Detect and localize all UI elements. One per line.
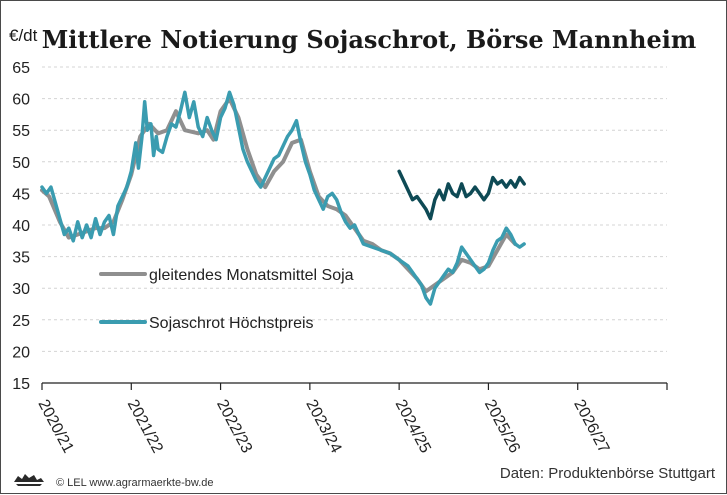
series-line-2 bbox=[397, 169, 526, 221]
legend-label-monatsmittel: gleitendes Monatsmittel Soja bbox=[149, 267, 354, 284]
x-tick-label-2024-25: 2024/25 bbox=[392, 397, 434, 456]
footer-credit: © LEL www.agrarmaerkte-bw.de bbox=[14, 474, 214, 489]
y-tick-labels: 15 20 25 30 35 40 45 50 55 60 65 bbox=[12, 60, 30, 393]
y-tick-40: 40 bbox=[12, 218, 30, 235]
y-tick-65: 65 bbox=[12, 60, 30, 77]
source-text: Daten: Produktenbörse Stuttgart bbox=[500, 465, 716, 482]
legend: gleitendes Monatsmittel Soja Sojaschrot … bbox=[99, 267, 354, 332]
x-tick-labels: 2020/21 2021/22 2022/23 2023/24 2024/25 2025/… bbox=[34, 397, 612, 456]
y-tick-25: 25 bbox=[12, 313, 30, 330]
x-tick-label-2021-22: 2021/22 bbox=[124, 397, 166, 456]
credit-text[interactable]: © LEL www.agrarmaerkte-bw.de bbox=[56, 477, 214, 489]
y-tick-45: 45 bbox=[12, 186, 30, 203]
y-tick-60: 60 bbox=[12, 92, 30, 109]
y-tick-30: 30 bbox=[12, 281, 30, 298]
y-tick-50: 50 bbox=[12, 155, 30, 172]
y-tick-15: 15 bbox=[12, 376, 30, 393]
x-tick-label-2023-24: 2023/24 bbox=[302, 397, 344, 456]
series-line-1 bbox=[40, 90, 526, 306]
chart-title: Mittlere Notierung Sojaschrot, Börse Man… bbox=[42, 25, 697, 54]
x-axis bbox=[41, 382, 668, 390]
y-tick-20: 20 bbox=[12, 344, 30, 361]
x-tick-label-2026-27: 2026/27 bbox=[570, 397, 612, 456]
x-tick-label-2025-26: 2025/26 bbox=[481, 397, 523, 456]
gridlines bbox=[42, 66, 667, 352]
y-axis-label: €/dt bbox=[9, 26, 38, 45]
x-tick-label-2020-21: 2020/21 bbox=[34, 397, 76, 456]
y-tick-35: 35 bbox=[12, 250, 30, 267]
lion-icon bbox=[14, 474, 44, 486]
series-lines bbox=[40, 90, 526, 306]
legend-label-hoechstpreis: Sojaschrot Höchstpreis bbox=[149, 315, 314, 332]
y-tick-55: 55 bbox=[12, 123, 30, 140]
x-tick-label-2022-23: 2022/23 bbox=[213, 397, 255, 456]
